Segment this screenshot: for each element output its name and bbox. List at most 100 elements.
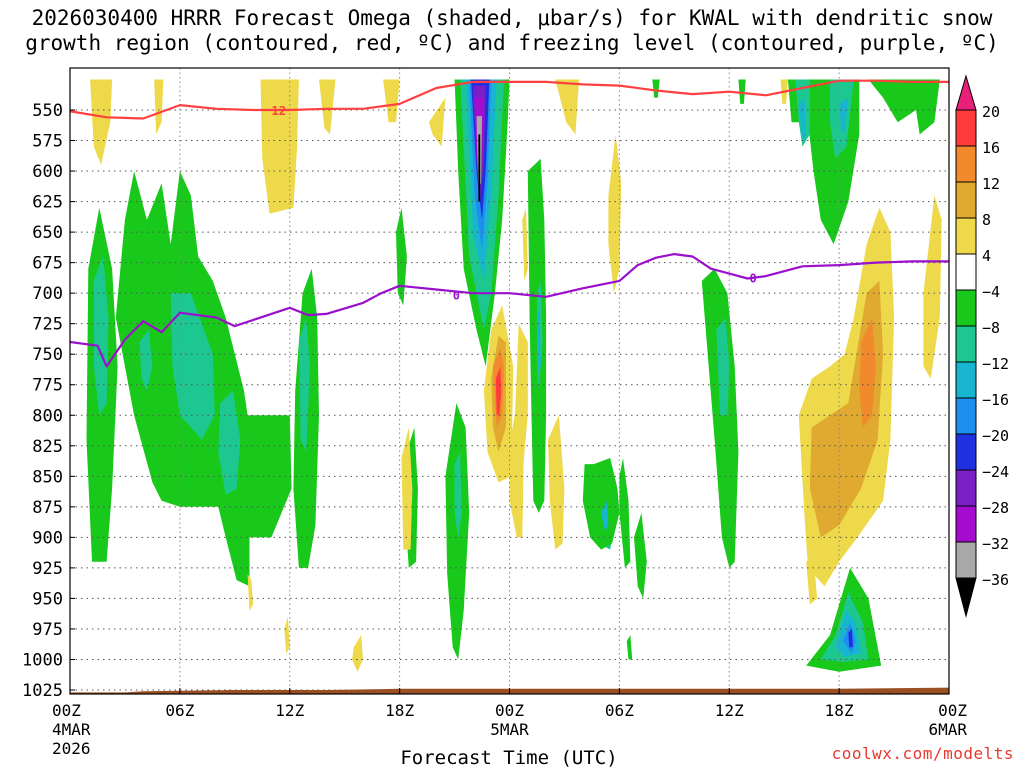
colorbar-label: 8 <box>982 211 991 229</box>
y-tick-label: 800 <box>32 406 63 426</box>
omega-region-neg4 <box>738 79 746 104</box>
omega-region-pos12 <box>859 317 876 428</box>
colorbar-swatch <box>955 145 977 183</box>
omega-region-pos4 <box>319 79 336 135</box>
colorbar-label: 12 <box>982 175 1000 193</box>
omega-region-pos4 <box>247 574 254 611</box>
freezing-line-label: 0 <box>453 288 460 302</box>
y-tick-label: 950 <box>32 589 63 609</box>
omega-region-pos4 <box>428 97 446 147</box>
colorbar-legend: 20 16 12 8 4 −4 −8 −12 −16 −20 −24 −28 −32 −36 <box>955 74 1009 618</box>
y-tick-label: 675 <box>32 254 63 274</box>
dgz-line-label: 12 <box>272 104 286 118</box>
y-tick-label: 600 <box>32 162 63 182</box>
x-tick-label: 00Z <box>52 701 81 720</box>
colorbar-swatch <box>955 109 977 147</box>
colorbar-label: 4 <box>982 247 991 265</box>
y-tick-label: 725 <box>32 315 63 335</box>
title-line-2: growth region (contoured, red, ºC) and f… <box>25 31 999 55</box>
omega-region-pos4 <box>90 79 113 165</box>
omega-region-neg4 <box>445 403 470 660</box>
y-tick-label: 925 <box>32 559 63 579</box>
colorbar-label: 20 <box>982 103 1000 121</box>
y-tick-label: 700 <box>32 284 63 304</box>
omega-region-neg4 <box>634 512 647 599</box>
omega-region-neg4 <box>527 158 547 513</box>
omega-region-pos4 <box>260 79 299 214</box>
chart-title: 2026030400 HRRR Forecast Omega (shaded, … <box>0 6 1024 56</box>
freezing-level-line <box>70 253 949 368</box>
omega-region-pos4 <box>555 79 580 135</box>
x-tick-date: 6MAR <box>928 720 967 739</box>
x-tick-label: 06Z <box>605 701 634 720</box>
colorbar-swatch <box>955 397 977 435</box>
credit-text: coolwx.com/modelts <box>831 744 1014 763</box>
omega-region-neg4 <box>582 458 620 550</box>
omega-region-neg4 <box>626 635 633 660</box>
contour-lines: 12 0 0 <box>70 79 949 368</box>
y-tick-label: 575 <box>32 132 63 152</box>
omega-region-neg4 <box>868 79 940 135</box>
omega-region-neg8 <box>298 317 310 452</box>
omega-region-neg36 <box>478 134 481 202</box>
colorbar-swatch <box>955 361 977 399</box>
colorbar-label: −4 <box>982 283 1000 301</box>
omega-region-pos4 <box>923 195 942 379</box>
omega-region-pos4 <box>548 415 565 550</box>
colorbar-label: −28 <box>982 499 1009 517</box>
y-tick-label: 875 <box>32 498 63 518</box>
omega-region-pos16 <box>495 366 502 416</box>
y-tick-label: 650 <box>32 223 63 243</box>
colorbar-top-arrow <box>955 74 977 111</box>
x-tick-date: 5MAR <box>490 720 529 739</box>
y-tick-label: 1000 <box>22 650 63 670</box>
omega-region-pos4 <box>806 555 818 605</box>
x-tick-label: 12Z <box>715 701 744 720</box>
x-tick-label: 18Z <box>385 701 414 720</box>
omega-region-neg4 <box>396 207 407 306</box>
omega-shading <box>86 79 942 672</box>
colorbar-swatch <box>955 181 977 219</box>
omega-region-neg12 <box>839 97 849 135</box>
colorbar-swatch <box>955 505 977 543</box>
y-tick-label: 900 <box>32 528 63 548</box>
omega-region-neg8 <box>139 329 153 391</box>
y-tick-label: 775 <box>32 376 63 396</box>
omega-region-neg12 <box>537 305 541 373</box>
omega-region-pos4 <box>608 134 622 294</box>
colorbar-label: −20 <box>982 427 1009 445</box>
y-axis: 550 575 600 625 650 675 700 725 750 775 800 825 850 8… <box>22 101 75 701</box>
colorbar-label: −24 <box>982 463 1009 481</box>
omega-region-neg8 <box>218 390 241 495</box>
omega-region-neg20 <box>848 628 853 648</box>
y-tick-label: 850 <box>32 467 63 487</box>
omega-region-neg8 <box>716 317 730 416</box>
x-tick-label: 00Z <box>495 701 524 720</box>
omega-region-pos4 <box>284 616 290 654</box>
freezing-line-label: 0 <box>749 271 756 285</box>
y-tick-label: 825 <box>32 437 63 457</box>
x-tick-date: 4MAR <box>52 720 91 739</box>
omega-region-pos4 <box>383 79 400 123</box>
omega-region-pos4 <box>154 79 164 135</box>
title-line-1: 2026030400 HRRR Forecast Omega (shaded, … <box>31 6 993 30</box>
colorbar-label: −32 <box>982 535 1009 553</box>
omega-region-neg4 <box>652 79 660 98</box>
y-tick-label: 550 <box>32 101 63 121</box>
y-tick-label: 1025 <box>22 681 63 701</box>
x-tick-label: 18Z <box>825 701 854 720</box>
dgz-minus12-line <box>70 79 949 120</box>
colorbar-swatch <box>955 217 977 255</box>
omega-region-neg8 <box>454 451 462 538</box>
omega-region-neg8 <box>170 293 215 440</box>
omega-region-pos4 <box>401 427 413 550</box>
x-tick-label: 06Z <box>165 701 194 720</box>
omega-region-neg12 <box>601 500 609 532</box>
omega-region-pos4 <box>352 635 363 672</box>
x-tick-label: 12Z <box>275 701 304 720</box>
colorbar-label: −8 <box>982 319 1000 337</box>
colorbar-swatch <box>955 433 977 471</box>
colorbar-swatch <box>955 325 977 363</box>
